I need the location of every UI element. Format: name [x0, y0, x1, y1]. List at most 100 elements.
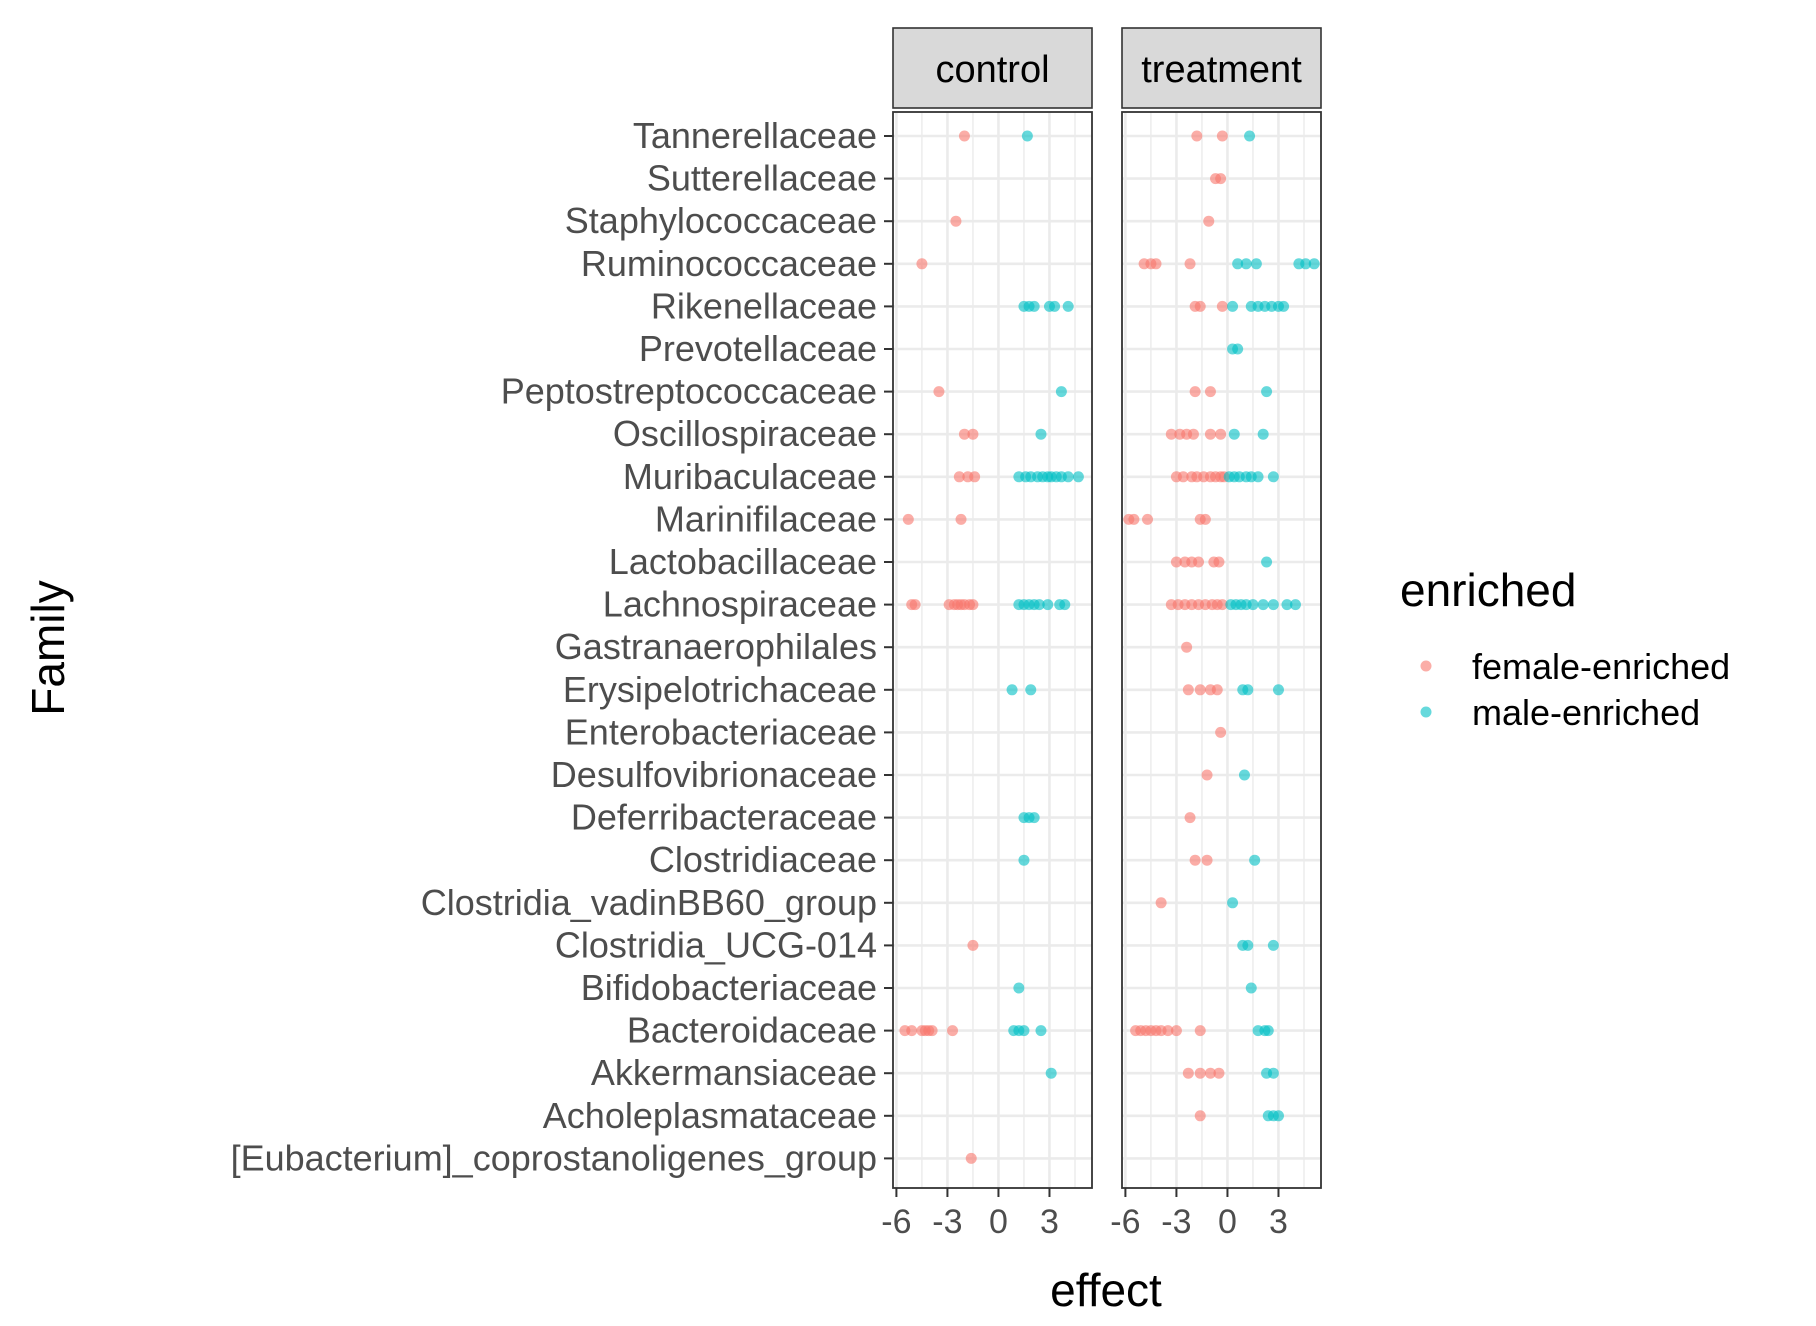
male-point [1021, 130, 1033, 142]
male-point [1062, 300, 1074, 312]
male-point [1042, 599, 1054, 611]
y-tick-label: [Eubacterium]_coprostanoligenes_group [231, 1137, 877, 1178]
female-point [1187, 428, 1199, 440]
male-point [1028, 300, 1040, 312]
x-tick-label: 0 [1218, 1203, 1237, 1241]
y-tick-label: Sutterellaceae [647, 158, 877, 199]
facet-strip [892, 27, 1093, 109]
male-point [1045, 1067, 1057, 1079]
female-point [967, 428, 979, 440]
facet-treatment: treatment -6 -3 0 3 [1110, 27, 1322, 1241]
y-tick-label: Bifidobacteriaceae [581, 967, 877, 1008]
y-tick-label: Erysipelotrichaceae [563, 669, 877, 710]
male-point [1281, 599, 1293, 611]
female-point [1201, 769, 1213, 781]
female-point [1128, 513, 1140, 525]
female-point [1216, 599, 1228, 611]
male-point [1278, 300, 1290, 312]
female-point [967, 599, 979, 611]
legend: enriched female-enriched male-enriched [1400, 564, 1730, 733]
female-point [1182, 684, 1194, 696]
female-point [1213, 1067, 1225, 1079]
male-point [1249, 854, 1261, 866]
male-point [1257, 599, 1269, 611]
female-point [1201, 854, 1213, 866]
x-axis-title: effect [1050, 1264, 1162, 1316]
female-point [1170, 1025, 1182, 1037]
male-point [1244, 130, 1256, 142]
female-point [1150, 258, 1162, 270]
x-tick-label: -3 [932, 1203, 962, 1241]
female-point [1211, 684, 1223, 696]
male-point [1059, 599, 1071, 611]
y-tick-label: Akkermansiaceae [591, 1052, 877, 1093]
female-point [1142, 513, 1154, 525]
female-point [1215, 428, 1227, 440]
male-point [1238, 769, 1250, 781]
female-point [1204, 1067, 1216, 1079]
female-point [1199, 513, 1211, 525]
y-axis-title: Family [22, 580, 74, 715]
x-tick-label: 3 [1269, 1203, 1288, 1241]
male-point [1272, 1110, 1284, 1122]
female-point [933, 386, 945, 398]
y-tick-label: Deferribacteraceae [571, 797, 877, 838]
y-tick-label: Tannerellaceae [633, 115, 877, 156]
x-tick-label: -3 [1161, 1203, 1191, 1241]
female-point [958, 130, 970, 142]
y-tick-label: Clostridiaceae [649, 839, 877, 880]
male-point [1247, 599, 1259, 611]
male-point [1245, 982, 1257, 994]
legend-title: enriched [1400, 564, 1576, 616]
female-point [916, 258, 928, 270]
x-tick-label: -6 [1110, 1203, 1140, 1241]
female-point [1155, 897, 1167, 909]
male-point [1033, 599, 1045, 611]
male-point [1028, 812, 1040, 824]
female-point [1213, 556, 1225, 568]
male-point [1035, 428, 1047, 440]
female-point [926, 1025, 938, 1037]
female-point [906, 1025, 918, 1037]
male-point [1252, 471, 1264, 483]
legend-male-key [1420, 706, 1432, 718]
male-point [1062, 471, 1074, 483]
gridlines [893, 112, 1092, 1188]
female-point [953, 471, 965, 483]
y-tick-label: Bacteroidaceae [627, 1010, 877, 1051]
y-tick-label: Marinifilaceae [655, 498, 877, 539]
female-point [909, 599, 921, 611]
y-tick-label: Oscillospiraceae [613, 413, 877, 454]
y-tick-label: Peptostreptococcaceae [501, 371, 877, 412]
male-point [1242, 939, 1254, 951]
y-tick-label: Rikenellaceae [651, 285, 877, 326]
male-point [1308, 258, 1320, 270]
y-tick-label: Lachnospiraceae [603, 584, 877, 625]
female-point [1215, 173, 1227, 185]
male-point [1035, 1025, 1047, 1037]
female-point [902, 513, 914, 525]
female-point [1193, 556, 1205, 568]
panel-border [892, 111, 1093, 1189]
y-tick-label: Acholeplasmataceae [543, 1095, 877, 1136]
male-point [1227, 897, 1239, 909]
female-point [1204, 428, 1216, 440]
panel-background [893, 112, 1092, 1188]
male-point [1250, 258, 1262, 270]
female-point [1194, 1025, 1206, 1037]
y-tick-label: Clostridia_vadinBB60_group [421, 882, 877, 923]
facet-strip-label: treatment [1141, 49, 1302, 91]
female-point [965, 1152, 977, 1164]
male-point [1272, 684, 1284, 696]
legend-female-key [1420, 660, 1432, 672]
female-point [1203, 215, 1215, 227]
female-point [1181, 641, 1193, 653]
x-tick-label: 0 [989, 1203, 1008, 1241]
male-point [1267, 1067, 1279, 1079]
male-point [1006, 684, 1018, 696]
y-tick-label: Clostridia_UCG-014 [555, 924, 877, 965]
female-point [1182, 1067, 1194, 1079]
female-point [1189, 386, 1201, 398]
y-tick-label: Desulfovibrionaceae [551, 754, 877, 795]
